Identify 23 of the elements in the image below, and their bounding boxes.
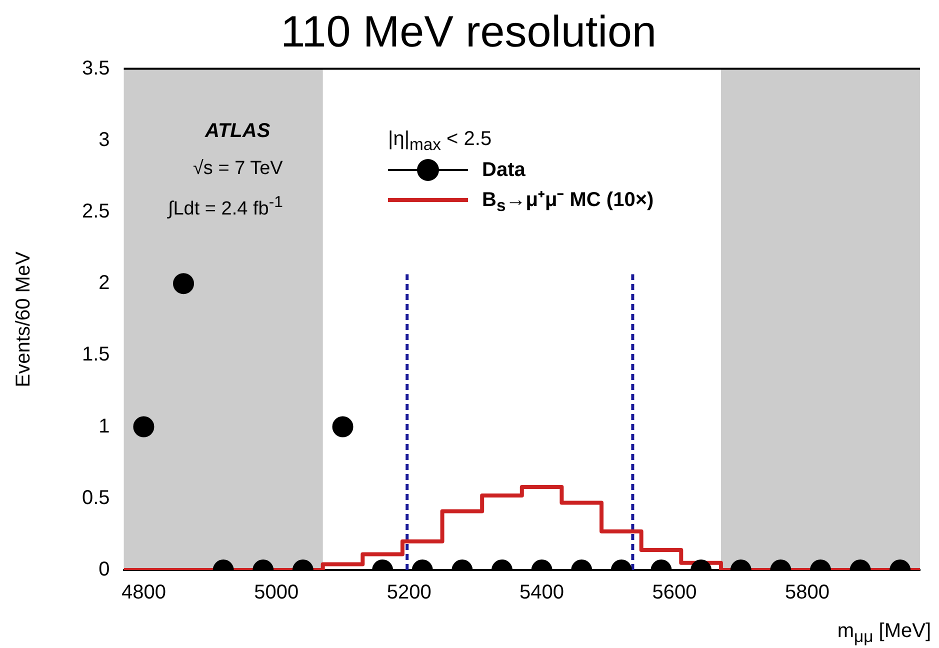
annotation: ATLAS bbox=[205, 120, 270, 143]
legend-label: Data bbox=[482, 158, 526, 182]
legend-title: |η|$_{max}$ < 2.5 bbox=[388, 128, 493, 155]
x-tick-label: 5000 bbox=[254, 582, 299, 604]
y-axis-title: Events/60 MeV bbox=[12, 250, 35, 388]
y-tick-label: 3.5 bbox=[82, 57, 110, 80]
x-tick-label: 4800 bbox=[121, 582, 166, 604]
y-tick-label: 2.5 bbox=[82, 200, 110, 223]
x-axis-title: m$_{μμ}$ [MeV] bbox=[837, 620, 931, 647]
y-tick-label: 0 bbox=[98, 558, 110, 581]
x-tick-label: 5800 bbox=[784, 582, 830, 604]
y-tick-label: 2 bbox=[98, 272, 110, 294]
x-tick-label: 5600 bbox=[652, 582, 697, 604]
y-tick-label: 1.5 bbox=[82, 344, 110, 366]
y-tick-label: 3 bbox=[98, 128, 110, 151]
annotation: √s = 7 TeV bbox=[193, 158, 283, 180]
y-tick-label: 0.5 bbox=[82, 486, 110, 509]
x-tick-label: 5200 bbox=[386, 582, 432, 604]
chart-title: 110 MeV resolution bbox=[280, 8, 656, 57]
x-tick-label: 5400 bbox=[520, 582, 564, 604]
annotation: ∫Ldt = 2.4 fb$^{-1}$ bbox=[168, 194, 283, 220]
y-tick-label: 1 bbox=[98, 415, 110, 438]
legend-label: B$_{s}$→μ⁺μ⁻ MC (10×) bbox=[482, 188, 654, 216]
